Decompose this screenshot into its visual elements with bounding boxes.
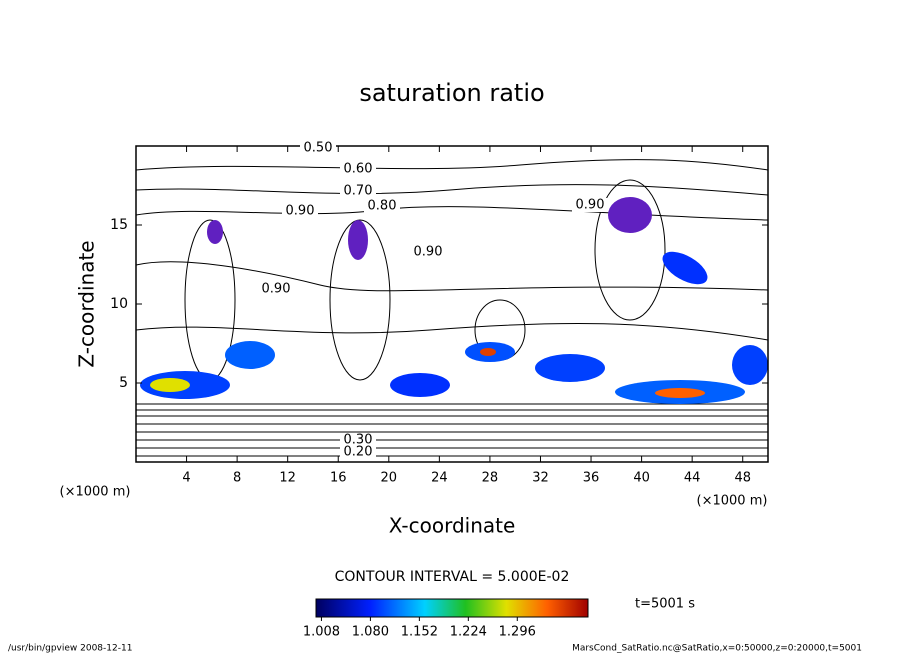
contour-label-bg: [364, 199, 400, 213]
x-tick-label: 4: [182, 471, 190, 486]
x-tick-label: 32: [532, 471, 549, 486]
x-tick-label: 48: [734, 471, 751, 486]
plot-frame: [135, 145, 769, 463]
saturation-shading: [140, 197, 768, 404]
contour-label-bg: [572, 198, 608, 212]
contour-label: 0.80: [368, 199, 397, 214]
x-tick-label: 24: [431, 471, 448, 486]
x-unit: (×1000 m): [697, 494, 768, 509]
contour-label: 0.90: [576, 198, 605, 213]
x-tick-label: 8: [233, 471, 241, 486]
contour-label: 0.90: [286, 204, 315, 219]
x-tick-label: 16: [330, 471, 347, 486]
contour-interval: CONTOUR INTERVAL = 5.000E-02: [335, 569, 570, 585]
colorbar-tick-label: 1.152: [401, 625, 438, 640]
contour-label-bg: [300, 141, 336, 155]
y-unit: (×1000 m): [60, 485, 131, 500]
colorbar-tick-label: 1.008: [303, 625, 340, 640]
y-tick-label: 5: [119, 375, 128, 391]
footer-right: MarsCond_SatRatio.nc@SatRatio,x=0:50000,…: [572, 644, 862, 654]
colorbar: [315, 598, 589, 618]
x-tick-label: 44: [684, 471, 701, 486]
contour-label: 0.20: [344, 445, 373, 460]
x-axis-label: X-coordinate: [389, 514, 516, 538]
x-tick-label: 28: [482, 471, 499, 486]
contour-label: 0.70: [344, 184, 373, 199]
contour-label: 0.30: [344, 433, 373, 448]
time-label: t=5001 s: [635, 597, 695, 612]
contour-label-bg: [340, 433, 376, 447]
colorbar-tick-label: 1.224: [450, 625, 487, 640]
contour-label-bg: [282, 204, 318, 218]
x-tick-label: 12: [279, 471, 296, 486]
contour-label-bg: [340, 184, 376, 198]
y-tick-label: 10: [110, 296, 128, 312]
y-axis-label: Z-coordinate: [75, 240, 99, 367]
colorbar-tick-label: 1.080: [352, 625, 389, 640]
contour-label-bg: [340, 162, 376, 176]
field-decoration: [135, 159, 769, 457]
footer-left: /usr/bin/gpview 2008-12-11: [8, 644, 132, 654]
contour-label-bg: [340, 445, 376, 459]
y-tick-label: 15: [110, 217, 128, 233]
chart-title: saturation ratio: [359, 79, 544, 107]
contour-label-bg: [258, 282, 294, 296]
x-tick-label: 40: [633, 471, 650, 486]
x-tick-label: 20: [381, 471, 398, 486]
contour-label: 0.60: [344, 162, 373, 177]
contour-label: 0.90: [262, 282, 291, 297]
contour-label: 0.50: [304, 141, 333, 156]
x-tick-label: 36: [583, 471, 600, 486]
contour-label: 0.90: [414, 245, 443, 260]
colorbar-tick-label: 1.296: [499, 625, 536, 640]
contour-label-bg: [410, 245, 446, 259]
